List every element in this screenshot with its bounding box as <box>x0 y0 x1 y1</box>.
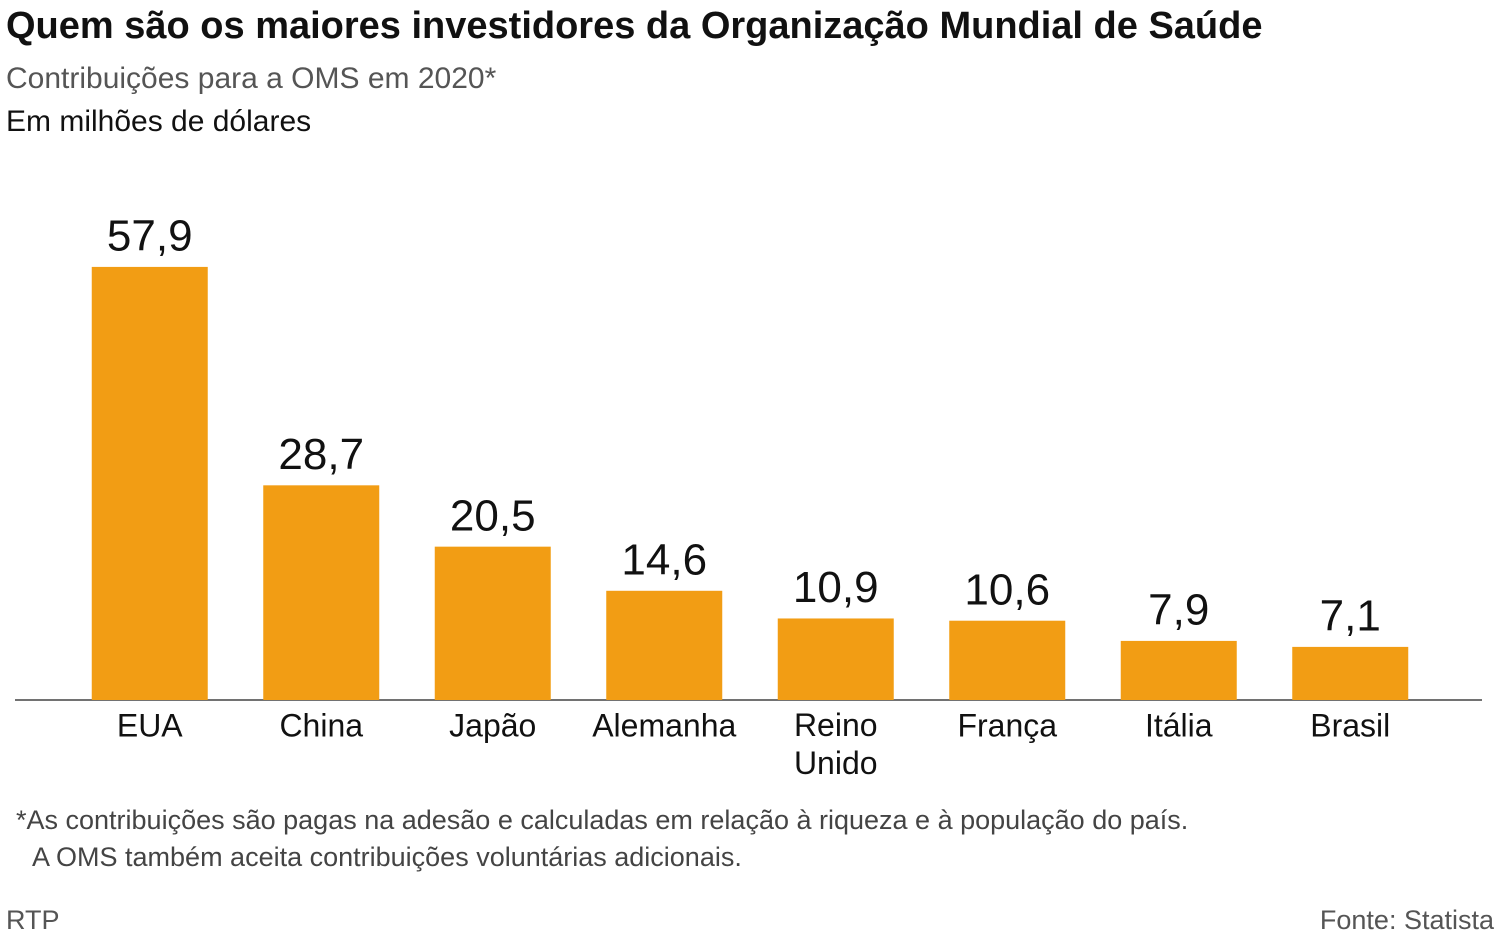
bar <box>263 485 380 700</box>
unit-label: Em milhões de dólares <box>6 105 311 138</box>
value-label: 7,1 <box>1320 592 1381 641</box>
bar <box>606 590 723 700</box>
value-label: 20,5 <box>450 491 536 540</box>
credit: RTP <box>6 905 60 935</box>
value-label: 28,7 <box>278 430 364 479</box>
value-label: 10,9 <box>793 563 879 612</box>
bar <box>434 546 551 700</box>
bar <box>1120 640 1237 700</box>
chart-subtitle: Contribuições para a OMS em 2020* <box>6 62 497 95</box>
chart-title: Quem são os maiores investidores da Orga… <box>6 5 1263 47</box>
x-tick-label: França <box>957 707 1057 743</box>
source: Fonte: Statista <box>1320 905 1495 935</box>
value-label: 57,9 <box>107 212 193 261</box>
footnote: A OMS também aceita contribuições volunt… <box>32 842 742 872</box>
x-tick-label: Alemanha <box>592 707 736 743</box>
value-label: 10,6 <box>964 565 1050 614</box>
bar <box>91 266 208 700</box>
value-label: 14,6 <box>621 535 707 584</box>
x-tick-label: EUA <box>117 707 183 743</box>
x-tick-label: Japão <box>449 707 536 743</box>
bar <box>949 620 1066 700</box>
bar <box>1292 646 1409 700</box>
x-tick-label: China <box>279 707 363 743</box>
value-label: 7,9 <box>1148 586 1209 635</box>
x-tick-label: Brasil <box>1310 707 1390 743</box>
bar <box>777 618 894 700</box>
x-tick-label: Reino Unido <box>794 707 878 781</box>
footnote: *As contribuições são pagas na adesão e … <box>16 805 1188 835</box>
x-tick-label: Itália <box>1145 707 1213 743</box>
